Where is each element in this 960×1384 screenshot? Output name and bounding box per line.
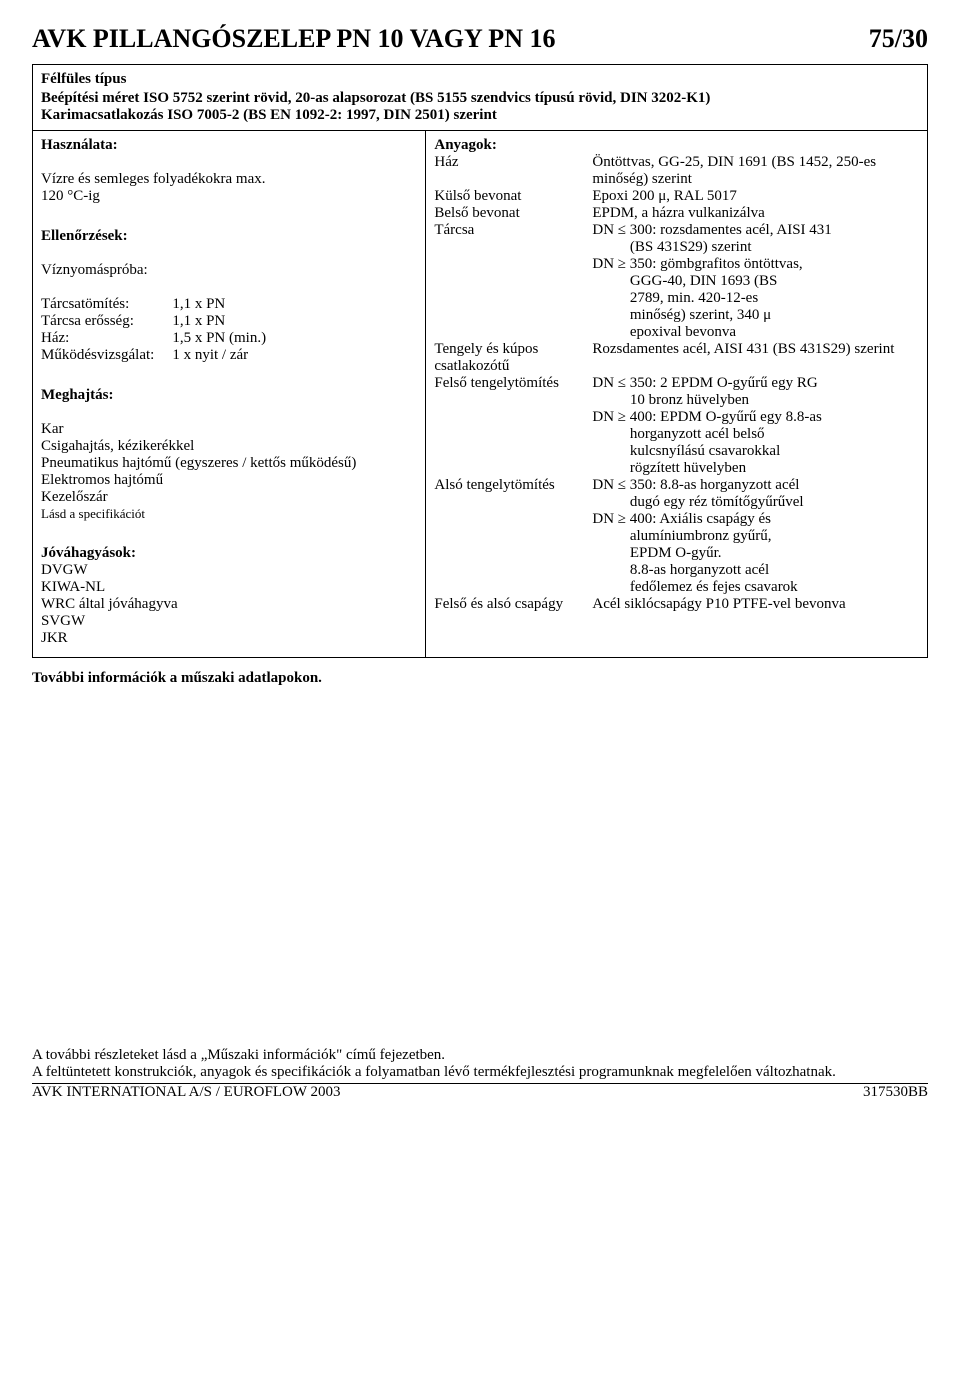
page-code: 75/30 xyxy=(869,24,928,54)
bottom-line2: A feltüntetett konstrukciók, anyagok és … xyxy=(32,1064,928,1081)
bottom-note: A további részleteket lásd a „Műszaki in… xyxy=(32,1047,928,1081)
material-value: Epoxi 200 μ, RAL 5017 xyxy=(592,188,919,205)
approval-line: KIWA-NL xyxy=(41,579,417,596)
test-label: Ház: xyxy=(41,330,154,347)
type-title: Félfüles típus xyxy=(41,71,919,88)
bottom-line1: A további részleteket lásd a „Műszaki in… xyxy=(32,1047,928,1064)
approval-line: JKR xyxy=(41,630,417,647)
material-label: Alsó tengelytömítés xyxy=(434,477,584,596)
drive-note: Lásd a specifikációt xyxy=(41,506,417,522)
left-column: Használata: Vízre és semleges folyadékok… xyxy=(33,131,426,657)
test-label: Működésvizsgálat: xyxy=(41,347,154,364)
spec-box: Félfüles típus Beépítési méret ISO 5752 … xyxy=(32,64,928,658)
approval-line: DVGW xyxy=(41,562,417,579)
material-value: EPDM, a házra vulkanizálva xyxy=(592,205,919,222)
usage-line2: 120 °C-ig xyxy=(41,188,417,205)
test-value: 1,1 x PN xyxy=(172,296,417,313)
material-value: DN ≤ 350: 8.8-as horganyzott acél dugó e… xyxy=(592,477,919,596)
drive-line: Kezelőszár xyxy=(41,489,417,506)
material-label: Külső bevonat xyxy=(434,188,584,205)
approval-line: SVGW xyxy=(41,613,417,630)
usage-line1: Vízre és semleges folyadékokra max. xyxy=(41,171,417,188)
material-label: Tárcsa xyxy=(434,222,584,341)
material-label: Ház xyxy=(434,154,584,188)
usage-title: Használata: xyxy=(41,137,417,154)
test-value: 1,5 x PN (min.) xyxy=(172,330,417,347)
material-value: Acél siklócsapágy P10 PTFE-vel bevonva xyxy=(592,596,919,613)
materials-title: Anyagok: xyxy=(434,137,919,154)
approvals-title: Jóváhagyások: xyxy=(41,545,417,562)
right-column: Anyagok: Ház Öntöttvas, GG-25, DIN 1691 … xyxy=(426,131,927,657)
footer-left: AVK INTERNATIONAL A/S / EUROFLOW 2003 xyxy=(32,1084,340,1101)
test-label: Tárcsatömítés: xyxy=(41,296,154,313)
material-value: DN ≤ 350: 2 EPDM O-gyűrű egy RG 10 bronz… xyxy=(592,375,919,477)
more-info-line: További információk a műszaki adatlapoko… xyxy=(32,670,928,687)
material-value: Öntöttvas, GG-25, DIN 1691 (BS 1452, 250… xyxy=(592,154,919,188)
material-value: Rozsdamentes acél, AISI 431 (BS 431S29) … xyxy=(592,341,919,375)
materials-grid: Ház Öntöttvas, GG-25, DIN 1691 (BS 1452,… xyxy=(434,154,919,613)
pressure-test-label: Víznyomáspróba: xyxy=(41,262,417,279)
tests-grid: Tárcsatömítés: 1,1 x PN Tárcsa erősség: … xyxy=(41,296,417,364)
intro-cell: Félfüles típus Beépítési méret ISO 5752 … xyxy=(33,65,927,131)
material-label: Felső és alsó csapágy xyxy=(434,596,584,613)
footer-right: 317530BB xyxy=(863,1084,928,1101)
material-label: Belső bevonat xyxy=(434,205,584,222)
approval-line: WRC által jóváhagyva xyxy=(41,596,417,613)
material-value: DN ≤ 300: rozsdamentes acél, AISI 431 (B… xyxy=(592,222,919,341)
test-value: 1,1 x PN xyxy=(172,313,417,330)
page-footer: AVK INTERNATIONAL A/S / EUROFLOW 2003 31… xyxy=(32,1083,928,1101)
page-header: AVK PILLANGÓSZELEP PN 10 VAGY PN 16 75/3… xyxy=(32,24,928,54)
material-label: Tengely és kúpos csatlakozótű xyxy=(434,341,584,375)
spec-columns: Használata: Vízre és semleges folyadékok… xyxy=(33,131,927,657)
test-label: Tárcsa erősség: xyxy=(41,313,154,330)
page-title: AVK PILLANGÓSZELEP PN 10 VAGY PN 16 xyxy=(32,24,555,54)
test-value: 1 x nyit / zár xyxy=(172,347,417,364)
drive-title: Meghajtás: xyxy=(41,387,417,404)
drive-line: Kar xyxy=(41,421,417,438)
drive-line: Pneumatikus hajtómű (egyszeres / kettős … xyxy=(41,455,417,472)
drive-line: Csigahajtás, kézikerékkel xyxy=(41,438,417,455)
intro-text: Beépítési méret ISO 5752 szerint rövid, … xyxy=(41,90,919,124)
checks-title: Ellenőrzések: xyxy=(41,228,417,245)
material-label: Felső tengelytömítés xyxy=(434,375,584,477)
drive-line: Elektromos hajtómű xyxy=(41,472,417,489)
